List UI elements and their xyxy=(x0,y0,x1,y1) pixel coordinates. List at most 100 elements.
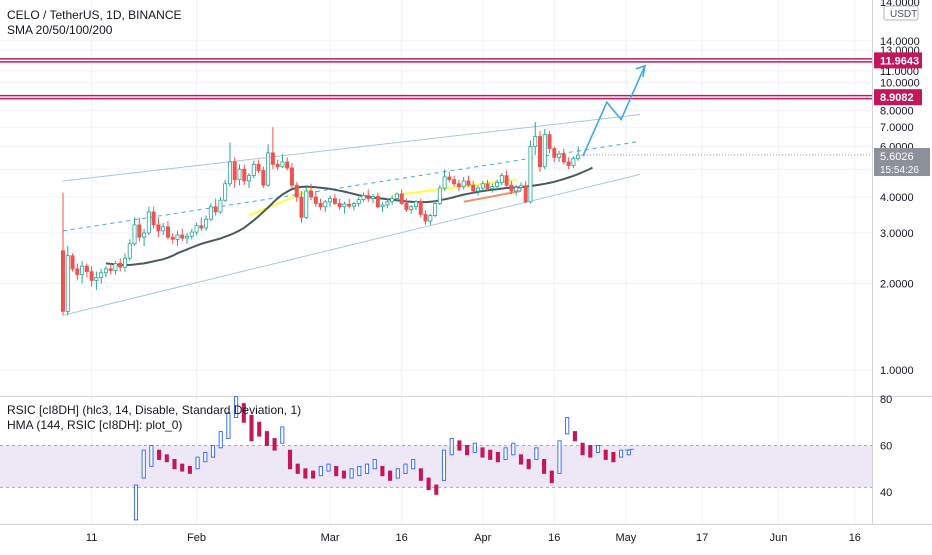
rsi-bar xyxy=(595,445,601,453)
candle-body xyxy=(437,187,442,204)
time-axis-label: 17 xyxy=(696,532,708,544)
candle-body xyxy=(337,203,342,208)
rsi-bar xyxy=(287,449,293,470)
candle-body xyxy=(466,180,471,186)
rsi-bar xyxy=(542,459,547,474)
rsi-bar xyxy=(349,468,354,479)
candle-body xyxy=(270,152,275,165)
rsi-tail xyxy=(624,448,634,451)
rsi-bar xyxy=(187,465,192,474)
candle-body xyxy=(304,190,309,218)
time-axis-label: 16 xyxy=(849,532,861,544)
candle-body xyxy=(490,186,495,190)
candle-body xyxy=(247,175,252,182)
candle-body xyxy=(227,161,232,185)
rsi-bar xyxy=(241,403,246,423)
candle-body xyxy=(256,163,261,171)
candle-body xyxy=(504,175,509,186)
rsi-bar xyxy=(534,447,539,460)
rsi-bars xyxy=(133,396,631,521)
candle-body xyxy=(309,190,314,198)
rsi-bar xyxy=(457,440,462,451)
candle-body xyxy=(151,211,156,226)
candle-body xyxy=(132,224,137,245)
candle-body xyxy=(475,187,480,192)
rsi-bar xyxy=(572,431,577,442)
candle-body xyxy=(404,203,409,210)
candle-body xyxy=(390,198,395,203)
rsi-bar xyxy=(565,417,570,435)
candle-body xyxy=(180,234,185,239)
candle-body xyxy=(123,257,128,268)
candle-body xyxy=(518,185,523,188)
candle-body xyxy=(442,176,447,189)
candle-body xyxy=(118,263,123,268)
hma-label: HMA (144, RSIC [cI8DH]: plot_0) xyxy=(7,418,183,432)
price-axis-label: 14.0000 xyxy=(880,0,920,9)
rsi-bar xyxy=(318,465,323,477)
candle-body xyxy=(552,148,557,158)
candle-body xyxy=(199,225,204,229)
candle-body xyxy=(356,199,361,204)
candle-body xyxy=(266,152,271,186)
rsi-bar xyxy=(380,465,385,477)
rsi-bar xyxy=(434,484,439,495)
candle-body xyxy=(561,153,566,163)
candle-body xyxy=(65,255,70,312)
candle-body xyxy=(75,268,80,275)
candle-body xyxy=(447,176,452,181)
candle-body xyxy=(528,146,533,203)
candle-body xyxy=(156,224,161,232)
candle-body xyxy=(380,204,385,208)
candle-body xyxy=(185,235,190,239)
candle-body xyxy=(428,215,433,222)
candle-body xyxy=(165,226,170,238)
rsi-bar xyxy=(603,449,608,460)
rsi-bar xyxy=(264,431,269,446)
candle-body xyxy=(313,196,318,204)
resistance-price-tag xyxy=(874,89,922,106)
rsi-bar xyxy=(395,468,400,479)
rsi-bar xyxy=(141,449,146,479)
price-legend: CELO / TetherUS, 1D, BINANCE SMA 20/50/1… xyxy=(7,8,182,38)
candle-body xyxy=(175,234,180,240)
candle-body xyxy=(94,277,99,281)
rsi-bar xyxy=(588,445,593,458)
unit-label: USDT xyxy=(890,9,917,20)
rsi-bar xyxy=(364,463,370,474)
rsi-bar xyxy=(257,421,262,437)
price-axis-label: 11.0000 xyxy=(880,66,919,78)
resistance-price-tag xyxy=(874,52,922,69)
candle-body xyxy=(89,271,94,281)
rsi-bar xyxy=(180,463,185,472)
candle-body xyxy=(137,224,142,238)
candle-body xyxy=(323,201,328,208)
candle-body xyxy=(285,161,290,169)
rsi-bar xyxy=(503,447,508,460)
rsi-bar xyxy=(626,449,631,456)
time-axis-label: Apr xyxy=(474,532,491,544)
rsi-title: RSIC [cI8DH] (hlc3, 14, Disable, Standar… xyxy=(7,403,302,417)
candle-body xyxy=(371,196,376,200)
rsi-bar xyxy=(334,465,339,477)
countdown-label: 15:54:26 xyxy=(880,165,919,176)
candle-body xyxy=(547,134,552,149)
candle-body xyxy=(223,183,228,201)
candle-body xyxy=(409,206,414,210)
sma-label: SMA 20/50/100/200 xyxy=(7,23,113,37)
rsi-bar xyxy=(372,459,377,470)
rsi-bar xyxy=(218,431,223,449)
candle-body xyxy=(514,187,519,192)
rsi-bar xyxy=(234,396,239,419)
rsi-bar xyxy=(465,445,470,456)
rsi-bar xyxy=(195,456,200,470)
rsi-bar xyxy=(511,442,516,456)
rsi-bar xyxy=(488,449,493,460)
rsi-bar xyxy=(357,465,362,477)
rsi-bar xyxy=(518,454,524,465)
price-axis-label: 4.0000 xyxy=(880,192,914,204)
rsi-bar xyxy=(210,445,216,458)
candle-body xyxy=(452,179,457,185)
